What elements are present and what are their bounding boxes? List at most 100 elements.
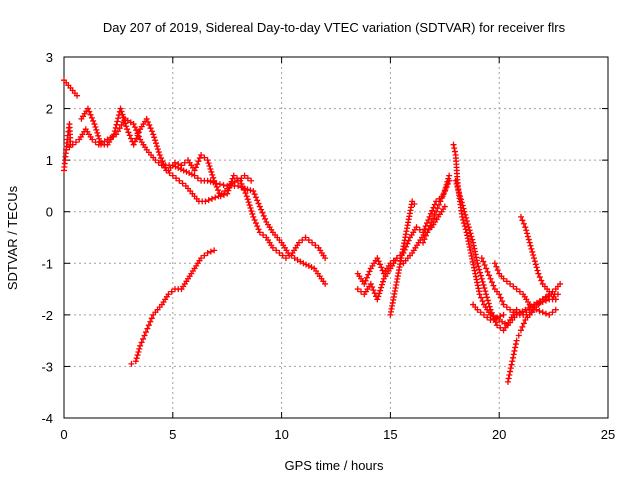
data-point	[94, 129, 101, 136]
data-point	[260, 212, 267, 219]
data-point	[322, 280, 329, 287]
data-point	[114, 118, 121, 125]
data-point	[494, 322, 501, 329]
data-point	[503, 304, 510, 311]
data-point	[135, 129, 142, 136]
data-point	[241, 172, 248, 179]
data-point	[425, 216, 432, 223]
data-point	[254, 197, 261, 204]
data-points	[61, 77, 564, 385]
data-point	[491, 260, 498, 267]
data-point	[211, 177, 218, 184]
data-point	[539, 309, 546, 316]
data-point	[194, 161, 201, 168]
data-point	[507, 365, 514, 372]
data-point	[168, 288, 175, 295]
data-point	[370, 287, 377, 294]
data-point	[303, 261, 310, 268]
data-point	[209, 171, 216, 178]
data-point	[529, 248, 536, 255]
data-point	[504, 378, 511, 385]
data-point	[520, 320, 527, 327]
data-point	[425, 225, 432, 232]
data-point	[554, 291, 561, 298]
data-point	[531, 255, 538, 262]
data-point	[532, 261, 539, 268]
data-point	[460, 216, 467, 223]
data-point	[510, 309, 517, 316]
data-point	[422, 232, 429, 239]
data-point	[122, 120, 129, 127]
data-point	[480, 258, 487, 265]
data-point	[458, 199, 465, 206]
data-point	[309, 239, 316, 246]
data-point	[442, 184, 449, 191]
data-point	[422, 223, 429, 230]
data-point	[376, 261, 383, 268]
data-point	[151, 134, 158, 141]
data-point	[445, 175, 452, 182]
data-point	[512, 341, 519, 348]
data-point	[461, 208, 468, 215]
data-point	[256, 229, 263, 236]
data-point	[74, 92, 81, 99]
data-point	[505, 375, 512, 382]
data-point	[138, 339, 145, 346]
data-point	[496, 291, 503, 298]
data-point	[494, 314, 501, 321]
data-point	[192, 164, 199, 171]
data-point	[531, 258, 538, 265]
data-point	[169, 172, 176, 179]
data-point	[241, 187, 248, 194]
data-point	[431, 212, 438, 219]
data-point	[455, 187, 462, 194]
data-point	[510, 351, 517, 358]
data-point	[435, 201, 442, 208]
data-point	[147, 125, 154, 132]
data-point	[153, 143, 160, 150]
y-tick-label: -3	[41, 359, 53, 374]
data-point	[228, 178, 235, 185]
data-point	[474, 306, 481, 313]
data-point	[211, 247, 218, 254]
data-point	[207, 178, 214, 185]
data-point	[379, 281, 386, 288]
data-point	[124, 126, 131, 133]
data-point	[204, 157, 211, 164]
data-point	[459, 213, 466, 220]
data-point	[519, 323, 526, 330]
data-point	[462, 226, 469, 233]
data-point	[497, 313, 504, 320]
data-point	[424, 229, 431, 236]
data-point	[516, 288, 523, 295]
data-point	[205, 197, 212, 204]
data-point	[72, 139, 79, 146]
data-point	[480, 311, 487, 318]
data-point	[533, 264, 540, 271]
data-point	[191, 167, 198, 174]
data-point	[375, 293, 382, 300]
data-point	[144, 118, 151, 125]
data-point	[134, 352, 141, 359]
data-point	[500, 275, 507, 282]
data-point	[512, 344, 519, 351]
data-point	[206, 163, 213, 170]
data-point	[363, 274, 370, 281]
data-point	[465, 224, 472, 231]
data-point	[300, 260, 307, 267]
data-point	[469, 236, 476, 243]
data-point	[238, 180, 245, 187]
data-point	[546, 311, 553, 318]
data-point	[247, 187, 254, 194]
data-point	[208, 168, 215, 175]
data-point	[146, 122, 153, 129]
data-point	[273, 247, 280, 254]
data-point	[476, 291, 483, 298]
data-point	[378, 284, 385, 291]
data-point	[499, 298, 506, 305]
data-point	[202, 198, 209, 205]
data-point	[144, 325, 151, 332]
data-point	[477, 272, 484, 279]
data-point	[534, 267, 541, 274]
data-point	[220, 182, 227, 189]
